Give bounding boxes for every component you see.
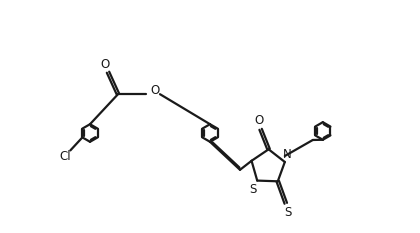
- Text: N: N: [282, 148, 291, 161]
- Text: S: S: [284, 206, 291, 219]
- Text: O: O: [100, 58, 110, 71]
- Text: S: S: [249, 183, 257, 196]
- Text: O: O: [150, 84, 160, 97]
- Text: Cl: Cl: [60, 150, 71, 163]
- Text: O: O: [254, 114, 263, 127]
